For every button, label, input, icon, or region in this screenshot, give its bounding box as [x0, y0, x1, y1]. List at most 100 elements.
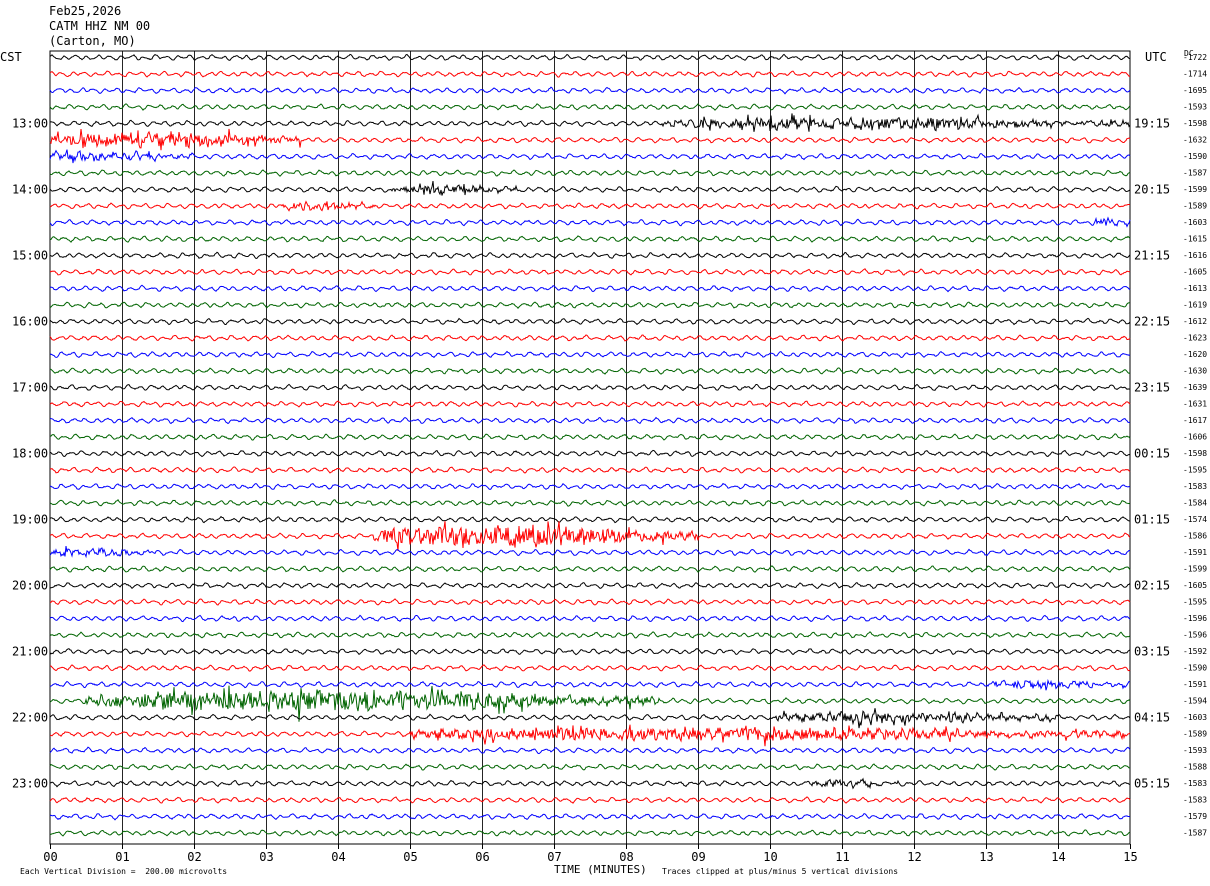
- dc-offset-label: -1588: [1183, 763, 1207, 772]
- dc-offset-label: -1599: [1183, 185, 1207, 194]
- left-hour-label: 14:00: [12, 183, 48, 197]
- plot-frame: [49, 50, 1131, 845]
- trace-row-29: [49, 521, 1131, 551]
- dc-offset-label: -1589: [1183, 730, 1207, 739]
- trace-row-17: [49, 334, 1131, 342]
- trace-row-31: [49, 565, 1131, 573]
- chart-grid: [49, 50, 1131, 849]
- left-hour-label: 18:00: [12, 447, 48, 461]
- x-tick-label: 03: [259, 850, 273, 864]
- trace-row-40: [49, 708, 1131, 729]
- right-hour-label: 21:15: [1134, 249, 1170, 263]
- dc-offset-label: -1598: [1183, 449, 1207, 458]
- trace-row-39: [49, 685, 1131, 722]
- right-hour-label: 01:15: [1134, 513, 1170, 527]
- right-hour-label: 22:15: [1134, 315, 1170, 329]
- trace-row-26: [50, 482, 1131, 490]
- dc-offset-label: -1583: [1183, 779, 1207, 788]
- dc-offset-label: -1623: [1183, 334, 1207, 343]
- trace-row-1: [49, 70, 1130, 78]
- trace-row-22: [50, 416, 1131, 425]
- dc-offset-label: -1613: [1183, 284, 1207, 293]
- x-tick-label: 09: [691, 850, 705, 864]
- trace-row-3: [49, 103, 1131, 111]
- dc-offset-label: -1586: [1183, 532, 1207, 541]
- dc-offset-label: -1590: [1183, 664, 1207, 673]
- x-tick-label: 13: [979, 850, 993, 864]
- dc-offset-label: -1603: [1183, 218, 1207, 227]
- trace-row-30: [49, 546, 1130, 559]
- trace-row-2: [49, 86, 1131, 95]
- trace-row-14: [49, 284, 1131, 293]
- trace-row-24: [49, 449, 1131, 458]
- dc-offset-label: -1595: [1183, 598, 1207, 607]
- dc-offset-label: -1591: [1183, 548, 1207, 557]
- left-axis-label: CST: [0, 50, 22, 64]
- trace-row-13: [49, 268, 1131, 276]
- x-tick-label: 11: [835, 850, 849, 864]
- dc-offset-label: -1591: [1183, 680, 1207, 689]
- right-axis-label: UTC: [1145, 50, 1167, 64]
- x-tick-label: 05: [403, 850, 417, 864]
- dc-offset-label: -1605: [1183, 268, 1207, 277]
- left-hour-label: 19:00: [12, 513, 48, 527]
- dc-offset-label: -1605: [1183, 581, 1207, 590]
- x-tick-label: 01: [115, 850, 129, 864]
- trace-row-33: [49, 598, 1131, 606]
- dc-offset-label: -1612: [1183, 317, 1207, 326]
- right-hour-label: 00:15: [1134, 447, 1170, 461]
- trace-row-20: [49, 383, 1131, 392]
- trace-row-37: [50, 664, 1131, 672]
- left-hour-label: 16:00: [12, 315, 48, 329]
- trace-row-41: [49, 724, 1131, 747]
- dc-offset-label: -1722: [1183, 53, 1207, 62]
- dc-offset-label: -1606: [1183, 433, 1207, 442]
- x-tick-label: 00: [43, 850, 57, 864]
- right-hour-label: 20:15: [1134, 183, 1170, 197]
- trace-row-25: [49, 466, 1131, 474]
- trace-row-32: [49, 581, 1131, 590]
- x-tick-label: 15: [1123, 850, 1137, 864]
- x-tick-label: 06: [475, 850, 489, 864]
- trace-row-28: [49, 515, 1131, 524]
- trace-row-19: [49, 367, 1131, 375]
- dc-offset-label: -1583: [1183, 796, 1207, 805]
- right-hour-label: 05:15: [1134, 777, 1170, 791]
- x-tick-label: 07: [547, 850, 561, 864]
- trace-row-0: [49, 53, 1131, 61]
- left-hour-label: 21:00: [12, 645, 48, 659]
- dc-offset-label: -1593: [1183, 103, 1207, 112]
- trace-row-35: [49, 631, 1131, 639]
- dc-offset-label: -1598: [1183, 119, 1207, 128]
- dc-offset-label: -1630: [1183, 367, 1207, 376]
- chart-labels: 00 01 02 03 04 05 06 07 08 09 10 11 12 13 14 15 -1722 -17…: [12, 53, 1207, 864]
- x-tick-label: 14: [1051, 850, 1065, 864]
- x-tick-label: 02: [187, 850, 201, 864]
- trace-row-15: [49, 301, 1130, 309]
- right-hour-label: 23:15: [1134, 381, 1170, 395]
- dc-offset-label: -1632: [1183, 136, 1207, 145]
- x-tick-label: 08: [619, 850, 633, 864]
- trace-row-34: [49, 614, 1131, 623]
- dc-offset-label: -1583: [1183, 482, 1207, 491]
- right-hour-label: 19:15: [1134, 117, 1170, 131]
- dc-offset-label: -1592: [1183, 647, 1207, 656]
- dc-offset-label: -1617: [1183, 416, 1207, 425]
- left-hour-label: 22:00: [12, 711, 48, 725]
- dc-offset-label: -1603: [1183, 713, 1207, 722]
- left-hour-label: 17:00: [12, 381, 48, 395]
- dc-offset-label: -1615: [1183, 235, 1207, 244]
- dc-label: DC: [1184, 49, 1194, 58]
- x-tick-label: 12: [907, 850, 921, 864]
- dc-offset-label: -1579: [1183, 812, 1207, 821]
- trace-row-27: [49, 498, 1131, 507]
- right-hour-label: 02:15: [1134, 579, 1170, 593]
- trace-row-16: [49, 317, 1131, 326]
- trace-row-44: [49, 777, 1131, 790]
- dc-offset-label: -1639: [1183, 383, 1207, 392]
- left-hour-label: 23:00: [12, 777, 48, 791]
- left-hour-label: 13:00: [12, 117, 48, 131]
- right-hour-label: 04:15: [1134, 711, 1170, 725]
- left-hour-label: 20:00: [12, 579, 48, 593]
